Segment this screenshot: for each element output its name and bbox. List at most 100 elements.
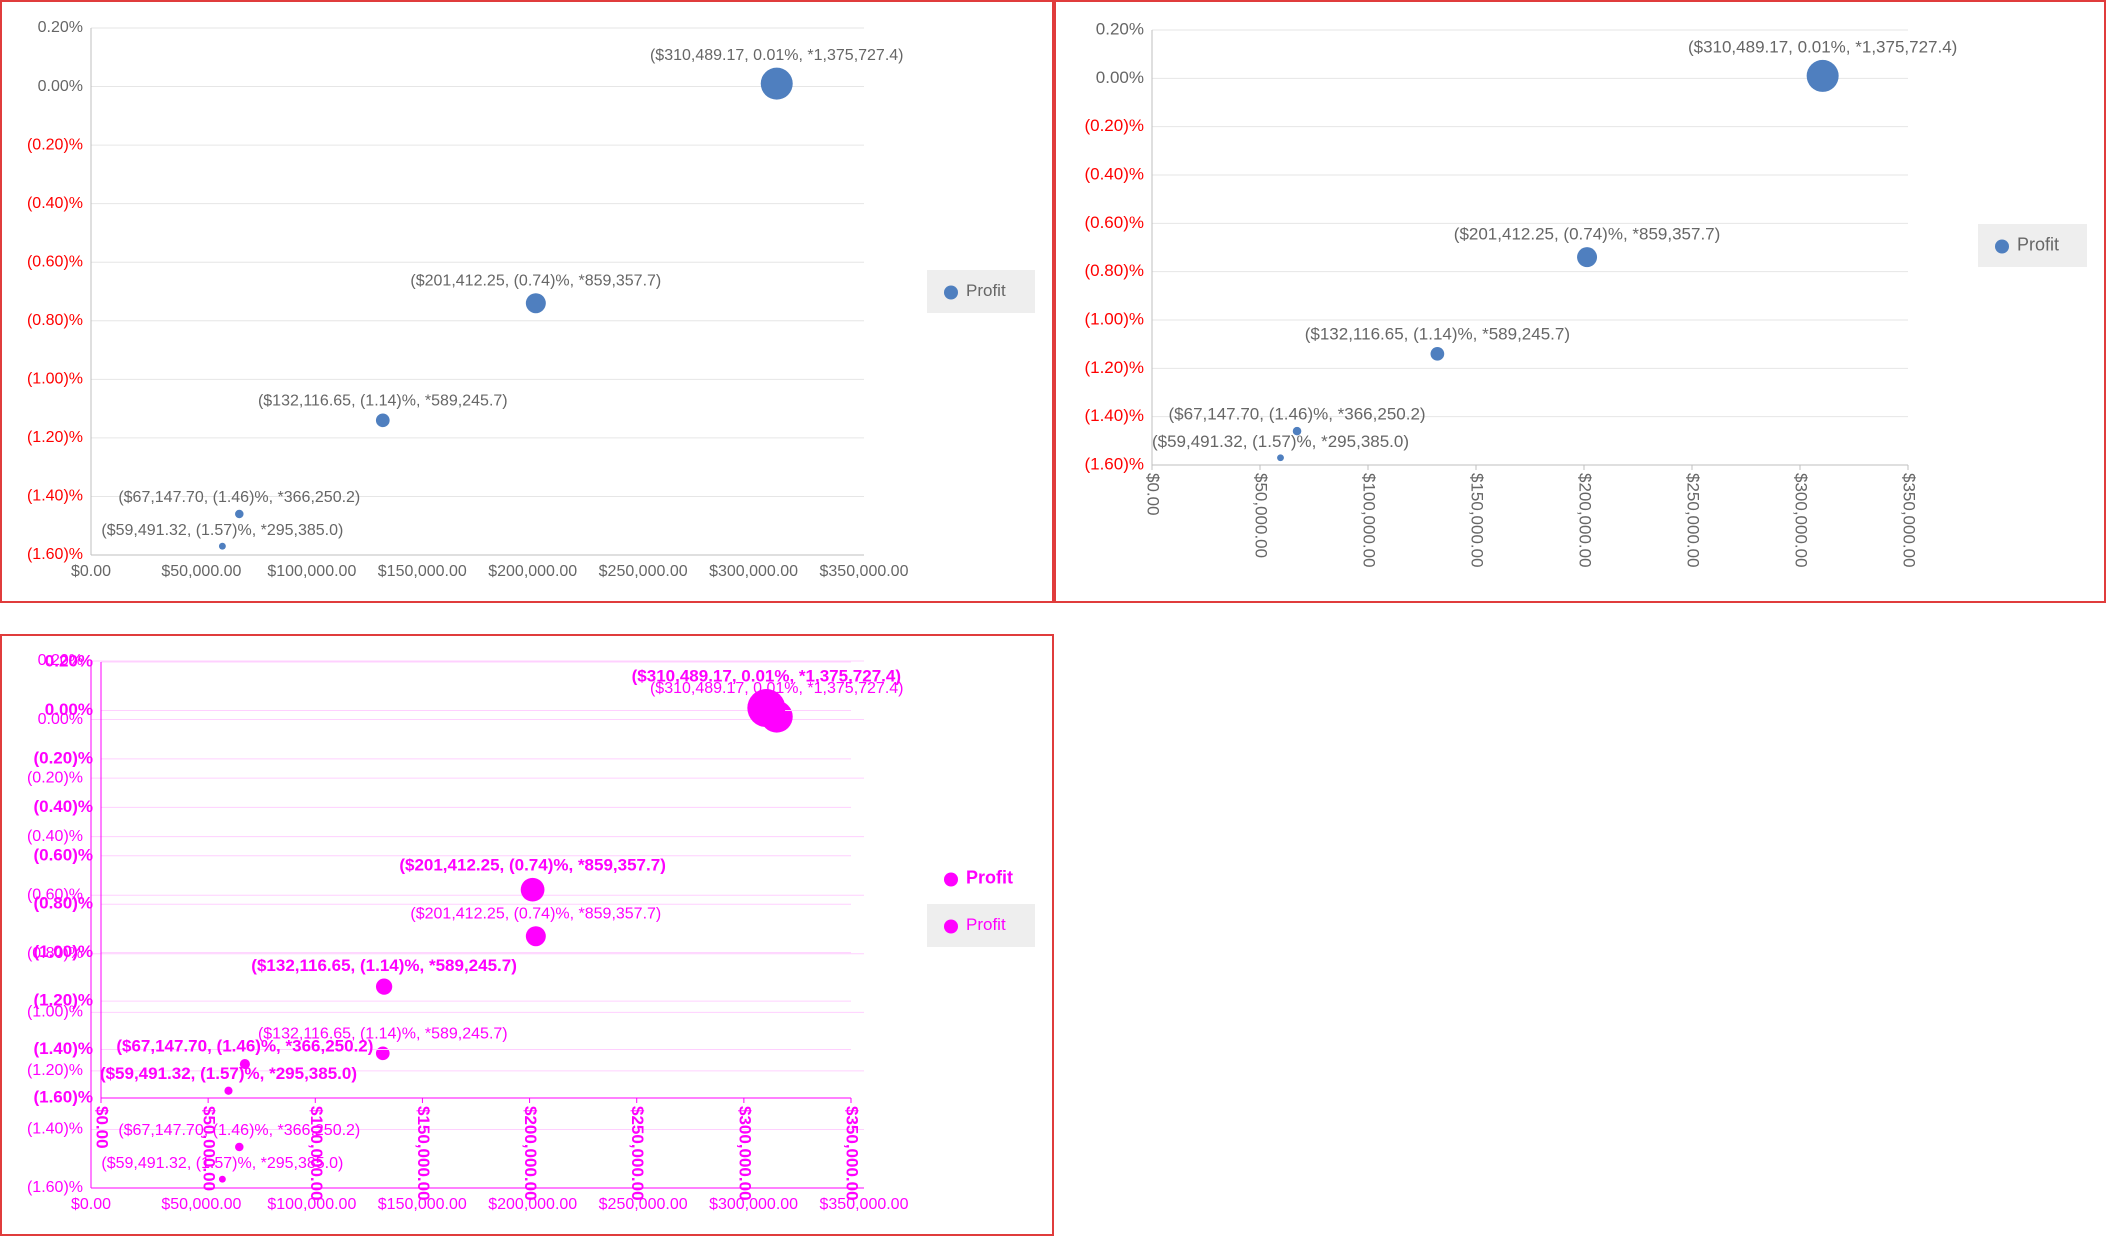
y-tick-label: (1.60)% <box>33 1087 93 1106</box>
bubble <box>235 509 244 519</box>
y-tick-label: (0.20)% <box>1084 116 1144 135</box>
bubble <box>747 689 786 728</box>
data-label: ($67,147.70, (1.46)%, *366,250.2) <box>118 1122 360 1139</box>
bubble <box>1292 426 1302 436</box>
y-tick-label: (0.20)% <box>27 769 83 786</box>
x-tick-label: $0.00 <box>93 1106 112 1149</box>
data-label: ($310,489.17, 0.01%, *1,375,727.4) <box>632 667 901 686</box>
y-tick-label: 0.20% <box>38 19 83 36</box>
x-tick-label: $350,000.00 <box>1900 473 1919 568</box>
x-tick-label: $50,000.00 <box>200 1106 219 1191</box>
bubble <box>760 67 793 100</box>
bubble <box>1430 346 1445 361</box>
y-tick-label: 0.00% <box>1096 68 1144 87</box>
y-tick-label: (0.80)% <box>27 312 83 329</box>
x-tick-label: $350,000.00 <box>820 1196 909 1213</box>
data-label: ($67,147.70, (1.46)%, *366,250.2) <box>118 489 360 506</box>
y-tick-label: 0.20% <box>38 652 83 669</box>
data-label: ($201,412.25, (0.74)%, *859,357.7) <box>1454 225 1721 244</box>
y-tick-label: 0.20% <box>45 651 93 670</box>
x-tick-label: $150,000.00 <box>414 1106 433 1201</box>
data-label: ($310,489.17, 0.01%, *1,375,727.4) <box>650 680 904 697</box>
y-tick-label: 0.00% <box>38 78 83 95</box>
y-tick-label: 0.20% <box>1096 19 1144 38</box>
bubble <box>375 1046 390 1061</box>
legend-label: Profit <box>966 281 1006 300</box>
x-tick-label: $300,000.00 <box>709 1196 798 1213</box>
legend-marker <box>944 919 958 934</box>
data-label: ($310,489.17, 0.01%, *1,375,727.4) <box>1688 37 1957 56</box>
bubble <box>239 1059 250 1070</box>
data-label: ($67,147.70, (1.46)%, *366,250.2) <box>1169 404 1426 423</box>
x-tick-label: $150,000.00 <box>378 1196 467 1213</box>
bubble <box>1806 59 1839 92</box>
x-tick-label: $100,000.00 <box>307 1106 326 1201</box>
x-tick-label: $200,000.00 <box>1576 473 1595 568</box>
x-tick-label: $250,000.00 <box>599 1196 688 1213</box>
y-tick-label: (0.60)% <box>27 886 83 903</box>
panel-border <box>1054 0 2106 603</box>
bubble <box>520 877 545 902</box>
x-tick-label: $350,000.00 <box>843 1106 862 1201</box>
x-tick-label: $0.00 <box>71 563 111 580</box>
y-tick-label: (0.40)% <box>27 828 83 845</box>
y-tick-label: (1.40)% <box>33 1039 93 1058</box>
y-tick-label: (0.40)% <box>33 797 93 816</box>
y-tick-label: (1.20)% <box>27 429 83 446</box>
bubble <box>375 413 390 428</box>
x-tick-label: $100,000.00 <box>1360 473 1379 568</box>
x-tick-label: $300,000.00 <box>735 1106 754 1201</box>
panel-border <box>0 0 1054 603</box>
x-tick-label: $150,000.00 <box>378 563 467 580</box>
data-label: ($132,116.65, (1.14)%, *589,245.7) <box>258 393 508 410</box>
y-tick-label: (0.80)% <box>27 945 83 962</box>
y-tick-label: (1.00)% <box>33 942 93 961</box>
legend-marker <box>1995 239 2009 254</box>
bubble <box>224 1086 233 1095</box>
y-tick-label: (1.20)% <box>33 991 93 1010</box>
y-tick-label: (1.00)% <box>1084 309 1144 328</box>
data-label: ($59,491.32, (1.57)%, *295,385.0) <box>101 1155 343 1172</box>
x-tick-label: $250,000.00 <box>628 1106 647 1201</box>
x-tick-label: $0.00 <box>1144 473 1163 516</box>
y-tick-label: (0.60)% <box>27 253 83 270</box>
bubble <box>525 926 546 947</box>
data-label: ($132,116.65, (1.14)%, *589,245.7) <box>1305 324 1570 343</box>
bubble <box>525 293 546 314</box>
y-tick-label: (1.60)% <box>1084 454 1144 473</box>
legend-label: Profit <box>2017 234 2059 254</box>
x-tick-label: $50,000.00 <box>161 1196 241 1213</box>
y-tick-label: (0.60)% <box>33 845 93 864</box>
bubble <box>218 1175 226 1183</box>
data-label: ($59,491.32, (1.57)%, *295,385.0) <box>101 522 343 539</box>
y-tick-label: 0.00% <box>38 711 83 728</box>
data-label: ($201,412.25, (0.74)%, *859,357.7) <box>399 855 666 874</box>
x-tick-label: $250,000.00 <box>1684 473 1703 568</box>
data-label: ($310,489.17, 0.01%, *1,375,727.4) <box>650 47 904 64</box>
bubble <box>218 542 226 550</box>
panel-border <box>0 634 1054 1236</box>
y-tick-label: (1.60)% <box>27 1179 83 1196</box>
y-tick-label: (1.40)% <box>1084 406 1144 425</box>
y-tick-label: (1.00)% <box>27 371 83 388</box>
x-tick-label: $350,000.00 <box>820 563 909 580</box>
data-label: ($132,116.65, (1.14)%, *589,245.7) <box>251 956 517 975</box>
y-tick-label: (1.40)% <box>27 1121 83 1138</box>
bubble <box>375 978 393 995</box>
x-tick-label: $50,000.00 <box>1252 473 1271 558</box>
bubble <box>1577 247 1598 268</box>
y-tick-label: (0.40)% <box>27 195 83 212</box>
y-tick-label: (0.20)% <box>27 136 83 153</box>
x-tick-label: $300,000.00 <box>1792 473 1811 568</box>
x-tick-label: $150,000.00 <box>1468 473 1487 568</box>
y-tick-label: (0.80)% <box>1084 261 1144 280</box>
x-tick-label: $250,000.00 <box>599 563 688 580</box>
x-tick-label: $100,000.00 <box>267 563 356 580</box>
legend-marker <box>944 285 958 300</box>
data-label: ($59,491.32, (1.57)%, *295,385.0) <box>1152 432 1409 451</box>
y-tick-label: 0.00% <box>45 700 93 719</box>
x-tick-label: $200,000.00 <box>488 563 577 580</box>
legend-label: Profit <box>966 915 1006 934</box>
x-tick-label: $200,000.00 <box>521 1106 540 1201</box>
data-label: ($132,116.65, (1.14)%, *589,245.7) <box>258 1026 508 1043</box>
